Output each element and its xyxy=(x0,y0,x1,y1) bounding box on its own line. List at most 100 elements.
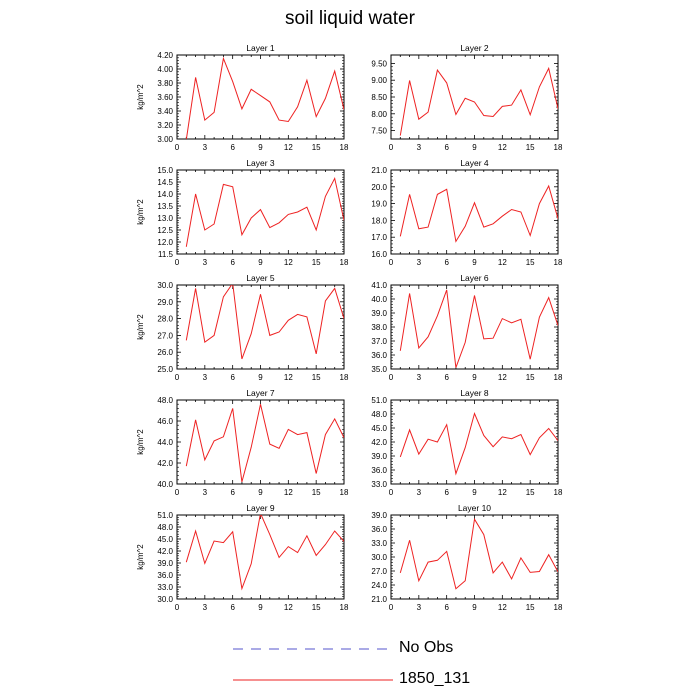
panel-5-xtick-label: 3 xyxy=(203,373,208,382)
panel-1-ytick-label: 3.40 xyxy=(157,107,173,116)
panel-10-ytick-label: 33.0 xyxy=(371,539,387,548)
panel-9-xtick-label: 12 xyxy=(284,603,293,612)
panel-9-ytick-label: 39.0 xyxy=(157,559,173,568)
panel-10-series-line xyxy=(399,517,558,590)
panel-10-ytick-label: 39.0 xyxy=(371,511,387,520)
panel-3-title: Layer 3 xyxy=(246,158,275,168)
panel-1-frame xyxy=(176,54,345,140)
panel-5-xtick-label: 12 xyxy=(284,373,293,382)
panel-2-title: Layer 2 xyxy=(460,43,489,53)
panel-10-xtick-label: 12 xyxy=(498,603,507,612)
panel-7-ytick-label: 40.0 xyxy=(157,480,173,489)
panel-1-xtick-label: 18 xyxy=(340,143,349,152)
panel-2-ytick-label: 7.50 xyxy=(371,127,387,136)
panel-5-ytick-label: 29.0 xyxy=(157,298,173,307)
panel-3-xtick-label: 6 xyxy=(230,258,235,267)
panel-8-xtick-label: 3 xyxy=(417,488,422,497)
panel-7-xtick-label: 18 xyxy=(340,488,349,497)
panel-9-ytick-label: 36.0 xyxy=(157,571,173,580)
panel-10-ytick-label: 21.0 xyxy=(371,595,387,604)
panel-1-xtick-label: 9 xyxy=(258,143,263,152)
panel-1-xtick-label: 0 xyxy=(175,143,180,152)
panel-4-xtick-label: 6 xyxy=(444,258,449,267)
panel-6-xtick-label: 9 xyxy=(472,373,477,382)
panel-4-title: Layer 4 xyxy=(460,158,489,168)
panel-8-series-line xyxy=(399,411,558,476)
panel-6-xtick-label: 15 xyxy=(526,373,535,382)
panel-8-ytick-label: 33.0 xyxy=(371,480,387,489)
panel-4-frame xyxy=(390,169,559,255)
panel-10-xtick-label: 6 xyxy=(444,603,449,612)
panel-8-ytick-label: 51.0 xyxy=(371,396,387,405)
panel-8-title: Layer 8 xyxy=(460,388,489,398)
panel-3-series-line xyxy=(185,176,344,247)
panel-7-ytick-label: 48.0 xyxy=(157,396,173,405)
panel-10-xtick-label: 9 xyxy=(472,603,477,612)
panel-5-ylabel: kg/m^2 xyxy=(136,314,145,340)
panel-5-ytick-label: 26.0 xyxy=(157,348,173,357)
panel-5-xtick-label: 9 xyxy=(258,373,263,382)
panel-6-ytick-label: 39.0 xyxy=(371,309,387,318)
panel-8-xtick-label: 9 xyxy=(472,488,477,497)
panel-1-ytick-label: 3.80 xyxy=(157,79,173,88)
panel-3-ytick-label: 14.5 xyxy=(157,178,173,187)
panel-8-xtick-label: 18 xyxy=(554,488,563,497)
panel-2-xtick-label: 18 xyxy=(554,143,563,152)
panel-9-xtick-label: 15 xyxy=(312,603,321,612)
panel-1-ytick-label: 4.00 xyxy=(157,65,173,74)
panel-6-xtick-label: 12 xyxy=(498,373,507,382)
panel-5-xtick-label: 18 xyxy=(340,373,349,382)
panel-6-ytick-label: 36.0 xyxy=(371,351,387,360)
panel-4-xtick-label: 15 xyxy=(526,258,535,267)
panel-1-xtick-label: 12 xyxy=(284,143,293,152)
panel-6-ytick-label: 38.0 xyxy=(371,323,387,332)
panel-4-xtick-label: 0 xyxy=(389,258,394,267)
panel-7-xtick-label: 6 xyxy=(230,488,235,497)
panel-4-xtick-label: 9 xyxy=(472,258,477,267)
panel-9-ytick-label: 51.0 xyxy=(157,511,173,520)
panel-8-ytick-label: 39.0 xyxy=(371,452,387,461)
panel-5-ytick-label: 27.0 xyxy=(157,331,173,340)
panel-6-xtick-label: 6 xyxy=(444,373,449,382)
panel-9-xtick-label: 3 xyxy=(203,603,208,612)
panel-7-xtick-label: 0 xyxy=(175,488,180,497)
panel-3-ytick-label: 14.0 xyxy=(157,190,173,199)
panel-5-title: Layer 5 xyxy=(246,273,275,283)
panel-8-ytick-label: 36.0 xyxy=(371,466,387,475)
panel-1-ylabel: kg/m^2 xyxy=(136,84,145,110)
panel-4-ytick-label: 20.0 xyxy=(371,183,387,192)
panel-3-ytick-label: 15.0 xyxy=(157,166,173,175)
panel-2-frame xyxy=(390,54,559,140)
panel-10-ytick-label: 30.0 xyxy=(371,553,387,562)
panel-7-ytick-label: 44.0 xyxy=(157,438,173,447)
panel-1-ytick-label: 3.20 xyxy=(157,121,173,130)
panel-10-xtick-label: 15 xyxy=(526,603,535,612)
panel-10-title: Layer 10 xyxy=(458,503,491,513)
panel-5-xtick-label: 0 xyxy=(175,373,180,382)
panel-7-xtick-label: 9 xyxy=(258,488,263,497)
panel-2-xtick-label: 3 xyxy=(417,143,422,152)
panel-9-xtick-label: 0 xyxy=(175,603,180,612)
panel-5-series-line xyxy=(185,285,344,360)
panel-10-ytick-label: 36.0 xyxy=(371,525,387,534)
panel-8-ytick-label: 45.0 xyxy=(371,424,387,433)
panel-6-ytick-label: 37.0 xyxy=(371,337,387,346)
panel-1-ytick-label: 3.60 xyxy=(157,93,173,102)
panel-1-ytick-label: 4.20 xyxy=(157,51,173,60)
panel-9-xtick-label: 9 xyxy=(258,603,263,612)
panel-4-ytick-label: 16.0 xyxy=(371,250,387,259)
panel-10-xtick-label: 0 xyxy=(389,603,394,612)
panel-2-ytick-label: 8.00 xyxy=(371,110,387,119)
panel-4-xtick-label: 18 xyxy=(554,258,563,267)
panel-6-xtick-label: 3 xyxy=(417,373,422,382)
panel-4-series-line xyxy=(399,184,558,243)
panel-3-xtick-label: 12 xyxy=(284,258,293,267)
panel-5-ytick-label: 30.0 xyxy=(157,281,173,290)
panel-10-xtick-label: 18 xyxy=(554,603,563,612)
panel-9-ytick-label: 30.0 xyxy=(157,595,173,604)
panel-1-ytick-label: 3.00 xyxy=(157,135,173,144)
panel-7-series-line xyxy=(185,404,344,483)
panel-4-ytick-label: 21.0 xyxy=(371,166,387,175)
panel-4-ytick-label: 19.0 xyxy=(371,200,387,209)
